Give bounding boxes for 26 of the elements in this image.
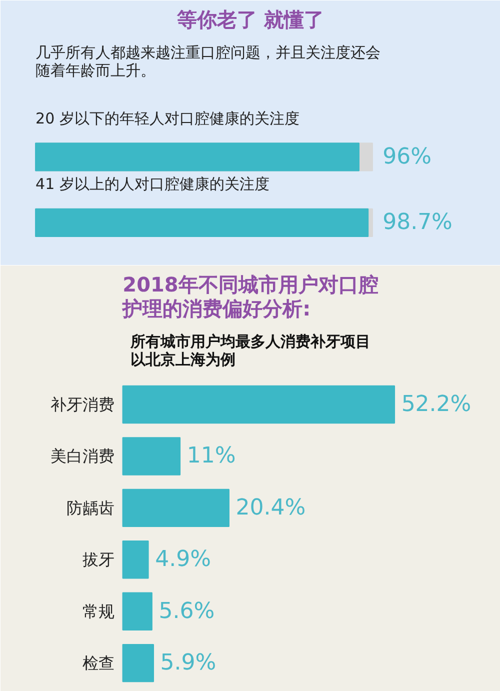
- y-tick-label: 补牙消费: [50, 395, 115, 414]
- bar: [122, 488, 230, 528]
- data-label: 96%: [382, 144, 432, 170]
- data-label: 98.7%: [382, 210, 452, 236]
- chart-title: 2018年不同城市用户对口腔护理的消费偏好分析:: [122, 272, 378, 320]
- bar: [122, 540, 149, 579]
- data-label: 11%: [186, 444, 236, 469]
- bar: [122, 592, 152, 630]
- y-tick-label: 拔牙: [82, 550, 115, 570]
- y-tick-label: 美白消费: [50, 446, 115, 466]
- y-tick-label: 检查: [82, 654, 115, 673]
- chart-title: 等你老了 就懂了: [176, 8, 324, 32]
- y-tick-label: 41 岁以上的人对口腔健康的关注度: [36, 175, 270, 194]
- data-label: 52.2%: [401, 392, 472, 418]
- data-label: 5.6%: [158, 598, 215, 624]
- bar: [122, 644, 154, 682]
- data-label: 20.4%: [236, 495, 306, 520]
- bar: [122, 385, 396, 424]
- bar: [122, 437, 181, 476]
- chart-subtitle: 所有城市用户均最多人消费补牙项目以北京上海为例: [130, 332, 370, 368]
- y-tick-label: 20 岁以下的年轻人对口腔健康的关注度: [36, 109, 300, 128]
- data-label: 5.9%: [160, 650, 216, 676]
- y-tick-label: 常规: [82, 602, 115, 621]
- y-tick-label: 防龋齿: [66, 498, 115, 518]
- chart-subtitle: 几乎所有人都越来越注重口腔问题，并且关注度还会随着年龄而上升。: [36, 44, 380, 80]
- data-label: 4.9%: [155, 547, 211, 572]
